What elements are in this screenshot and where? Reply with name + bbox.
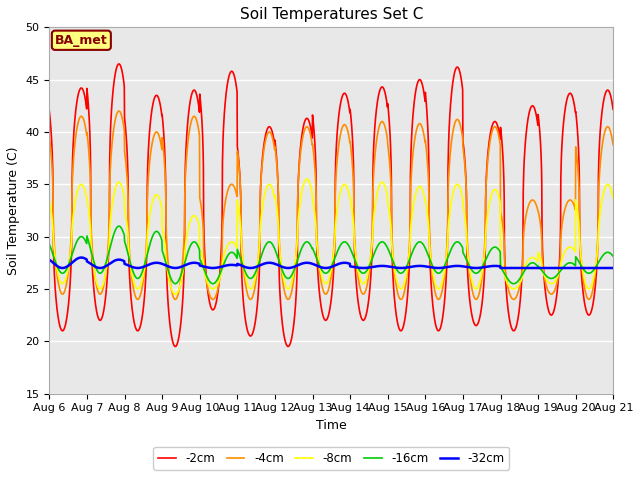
-8cm [499, 265, 507, 271]
-32cm [499, 265, 507, 271]
-8cm [150, 194, 158, 200]
-4cm [115, 108, 123, 114]
-4cm [499, 223, 507, 228]
-4cm [396, 296, 404, 301]
Line: -4cm: -4cm [49, 111, 613, 300]
-32cm [396, 265, 404, 271]
Line: -16cm: -16cm [49, 226, 613, 284]
-32cm [45, 257, 53, 263]
-32cm [609, 265, 617, 271]
-2cm [585, 312, 593, 318]
-8cm [337, 186, 345, 192]
-2cm [337, 97, 345, 103]
-32cm [151, 260, 159, 266]
-16cm [609, 253, 617, 259]
-16cm [509, 281, 517, 287]
-2cm [115, 61, 123, 67]
-2cm [45, 108, 53, 114]
Legend: -2cm, -4cm, -8cm, -16cm, -32cm: -2cm, -4cm, -8cm, -16cm, -32cm [154, 447, 509, 469]
-2cm [609, 107, 617, 112]
-2cm [284, 344, 292, 349]
-4cm [200, 231, 207, 237]
-8cm [200, 261, 207, 267]
-8cm [396, 286, 404, 291]
-8cm [172, 291, 179, 297]
-32cm [497, 265, 504, 271]
-2cm [200, 164, 207, 170]
-16cm [396, 270, 404, 276]
X-axis label: Time: Time [316, 419, 347, 432]
-32cm [337, 260, 345, 266]
-4cm [337, 129, 345, 135]
Line: -8cm: -8cm [49, 179, 613, 294]
Text: BA_met: BA_met [55, 34, 108, 47]
-2cm [151, 95, 159, 101]
-4cm [585, 297, 593, 302]
-8cm [609, 195, 617, 201]
-16cm [151, 230, 159, 236]
-16cm [45, 241, 53, 247]
-16cm [115, 223, 123, 229]
Line: -2cm: -2cm [49, 64, 613, 347]
-32cm [77, 255, 85, 261]
Title: Soil Temperatures Set C: Soil Temperatures Set C [239, 7, 423, 22]
-2cm [499, 157, 507, 163]
-8cm [585, 286, 593, 292]
-32cm [585, 265, 593, 271]
Line: -32cm: -32cm [49, 258, 613, 268]
-4cm [509, 297, 517, 302]
-32cm [200, 264, 207, 269]
-8cm [303, 176, 310, 182]
-16cm [337, 241, 345, 247]
-4cm [609, 142, 617, 148]
-16cm [585, 270, 593, 276]
-4cm [151, 131, 159, 137]
-16cm [499, 268, 507, 274]
-16cm [200, 265, 207, 271]
-4cm [45, 134, 53, 140]
-8cm [45, 196, 53, 202]
Y-axis label: Soil Temperature (C): Soil Temperature (C) [7, 146, 20, 275]
-2cm [396, 327, 404, 333]
